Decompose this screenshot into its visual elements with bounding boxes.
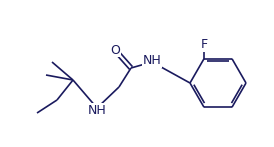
Text: NH: NH <box>88 103 106 117</box>
Text: F: F <box>201 38 208 51</box>
Text: O: O <box>110 44 120 56</box>
Text: NH: NH <box>143 55 161 67</box>
